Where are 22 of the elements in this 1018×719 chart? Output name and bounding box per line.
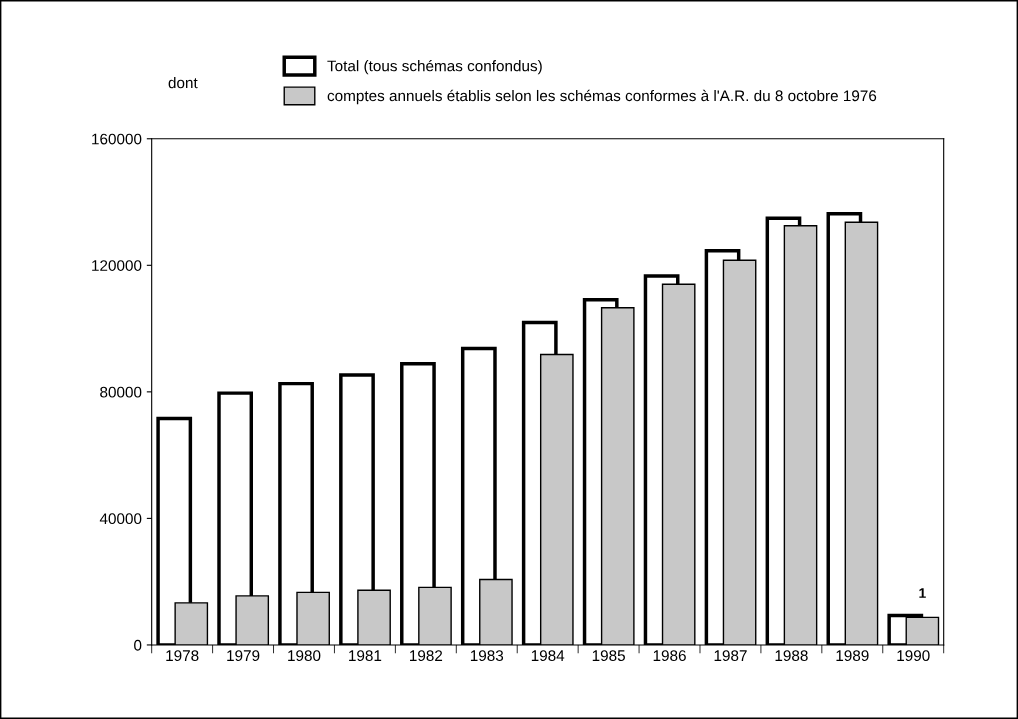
x-tick-label: 1983 — [470, 650, 504, 662]
x-tick-label: 1986 — [653, 650, 686, 662]
x-tick-label: 1987 — [714, 650, 747, 662]
y-tick-label: 80000 — [100, 386, 142, 398]
x-tick-label: 1984 — [531, 650, 565, 662]
legend-label: Total (tous schémas confondus) — [327, 59, 542, 75]
y-tick-label: 120000 — [92, 260, 142, 271]
x-tick-label: 1988 — [775, 650, 808, 662]
text: dont — [168, 77, 198, 89]
x-tick-label: 1979 — [227, 650, 260, 662]
x-tick-label: 1982 — [410, 650, 443, 662]
y-tick-label: 0 — [134, 639, 142, 651]
x-tick-label: 1980 — [288, 650, 321, 662]
x-tick-label: 1990 — [897, 650, 930, 662]
x-tick-label: 1981 — [349, 650, 382, 662]
legend-label: comptes annuels établis selon les schémas conformes à l'A.R. du 8 octobre 1976 — [327, 89, 877, 105]
x-tick-label: 1985 — [592, 650, 625, 662]
x-tick-label: 1978 — [166, 650, 199, 662]
x-tick-label: 1989 — [836, 650, 869, 662]
y-tick-label: 160000 — [92, 133, 142, 145]
y-tick-label: 40000 — [99, 513, 142, 525]
annotation: 1 — [919, 588, 926, 598]
